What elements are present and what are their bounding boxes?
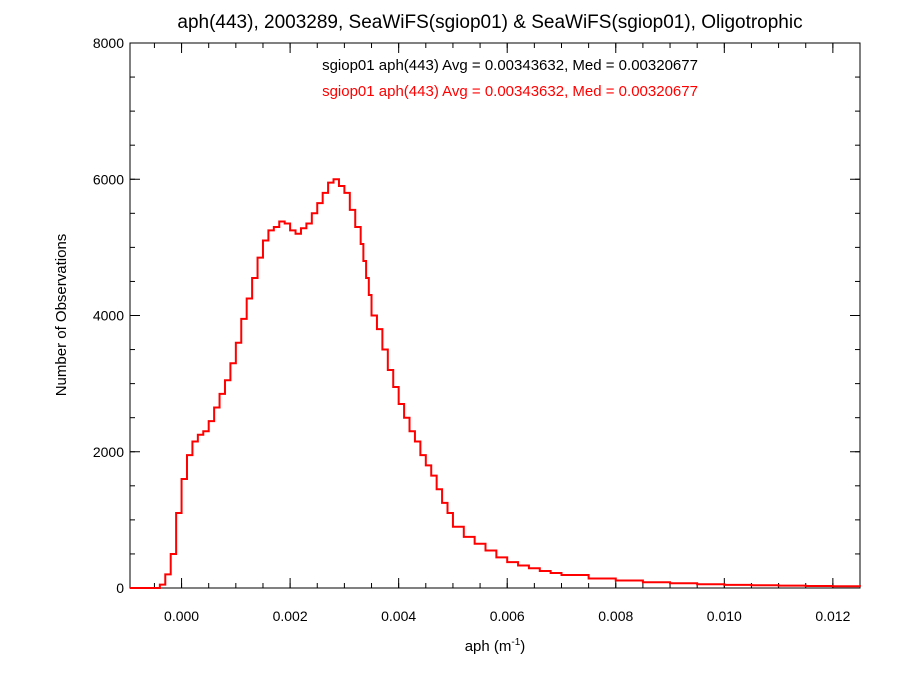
- plot-frame: [129, 42, 861, 589]
- x-axis-label-sup: -1: [511, 637, 520, 648]
- x-tick-label: 0.004: [381, 608, 416, 624]
- y-tick-label: 2000: [93, 444, 124, 460]
- y-tick-label: 4000: [93, 308, 124, 324]
- x-axis-label-main: aph (m: [465, 638, 512, 655]
- x-tick-label: 0.002: [273, 608, 308, 624]
- y-axis-label: Number of Observations: [53, 234, 70, 397]
- y-tick-label: 6000: [93, 171, 124, 187]
- y-tick-label: 0: [116, 580, 124, 596]
- axis-tick-labels: 0.000 0.002 0.004 0.006 0.008 0.010 0.012 0 2000…: [93, 35, 851, 624]
- x-tick-label: 0.010: [707, 608, 742, 624]
- series-layer: [130, 178, 861, 589]
- annotation-red: sgiop01 aph(443) Avg = 0.00343632, Med =…: [322, 83, 698, 100]
- x-tick-label: 0.008: [598, 608, 633, 624]
- x-axis-label: aph (m-1): [465, 637, 526, 655]
- y-tick-label: 8000: [93, 35, 124, 51]
- x-tick-label: 0.012: [815, 608, 850, 624]
- axis-ticks: [130, 42, 861, 589]
- plot-border: [129, 42, 861, 589]
- histogram-series-line: [130, 178, 861, 589]
- chart-title: aph(443), 2003289, SeaWiFS(sgiop01) & Se…: [177, 12, 802, 33]
- annotation-black: sgiop01 aph(443) Avg = 0.00343632, Med =…: [322, 57, 698, 74]
- x-tick-label: 0.006: [490, 608, 525, 624]
- x-axis-label-close: ): [520, 638, 525, 655]
- x-tick-label: 0.000: [164, 608, 199, 624]
